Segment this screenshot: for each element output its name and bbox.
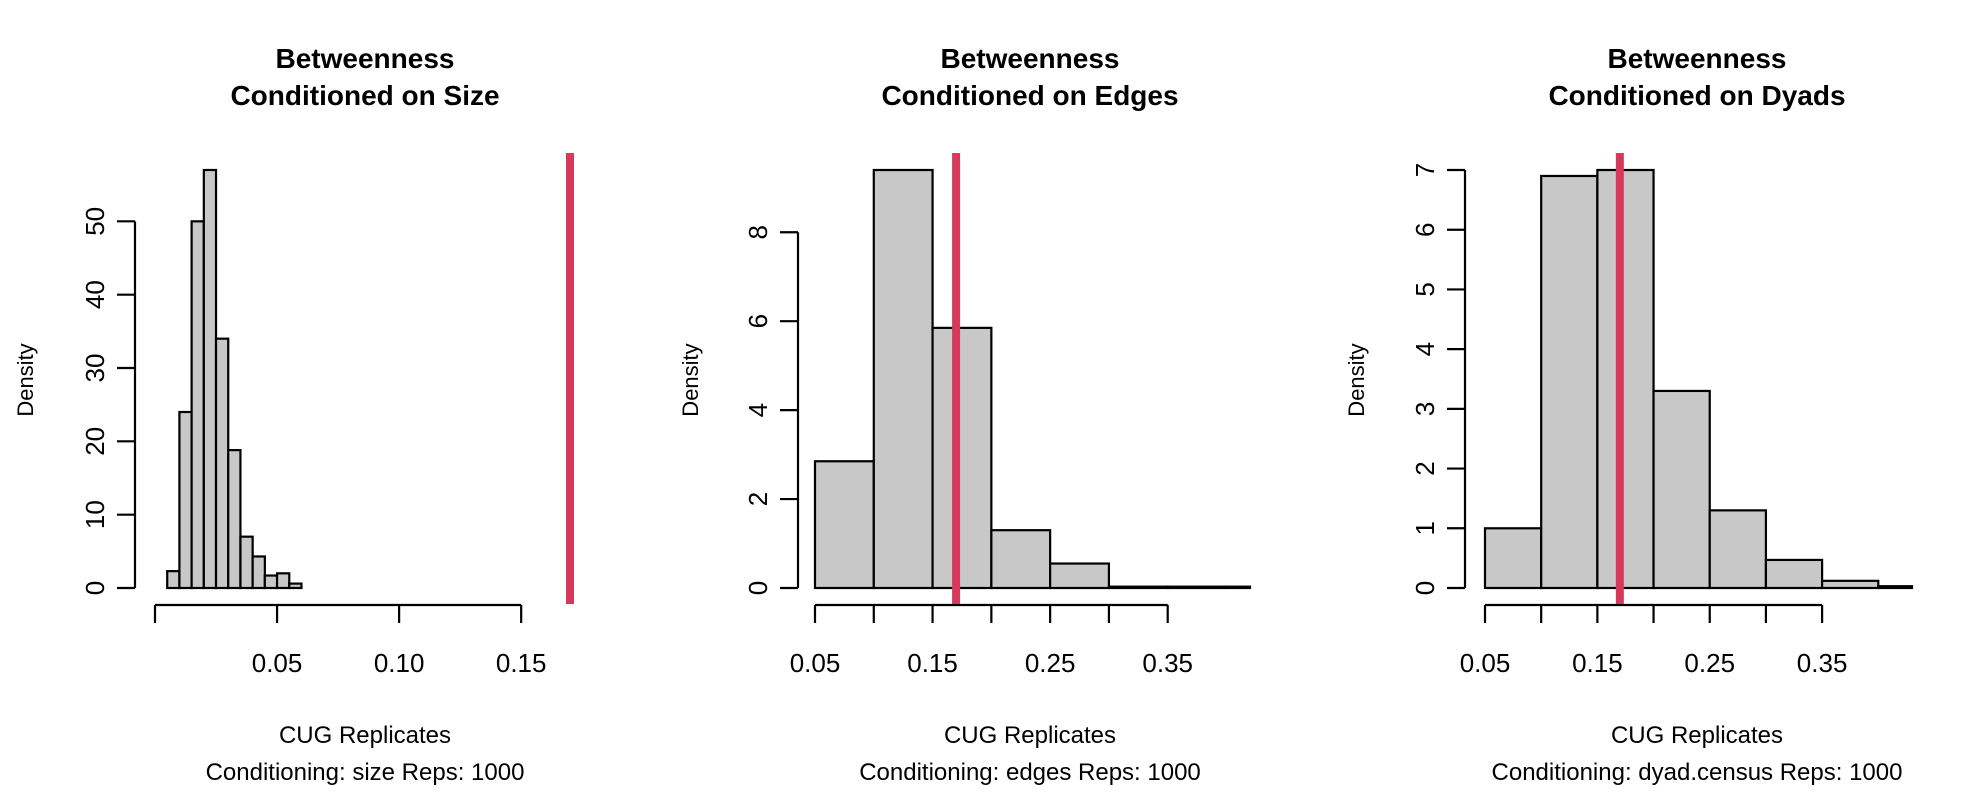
- y-tick-label: 20: [80, 427, 110, 456]
- histogram-bar: [275, 572, 291, 590]
- y-tick-label: 6: [1410, 222, 1440, 236]
- panel-dyads: Betweenness Conditioned on Dyads 0 1 2 3 4 5 6 7 0…: [1344, 43, 1914, 786]
- x-tick-label: 0.05: [790, 648, 841, 678]
- y-tick-label: 50: [80, 207, 110, 236]
- y-tick-label: 3: [1410, 402, 1440, 416]
- x-axis-label: CUG Replicates: [944, 722, 1116, 749]
- y-tick-label: 7: [1410, 163, 1440, 177]
- x-tick-label: 0.25: [1684, 648, 1735, 678]
- histogram-bar: [1540, 174, 1599, 590]
- histogram-bar: [872, 168, 934, 590]
- histogram-bar: [1821, 579, 1880, 590]
- histogram-bar: [1708, 509, 1768, 590]
- conditioning-label: Conditioning: dyad.census Reps: 1000: [1492, 759, 1903, 786]
- histogram-bar: [288, 582, 303, 590]
- x-tick-label: 0.35: [1142, 648, 1193, 678]
- histogram-bar: [813, 460, 875, 590]
- histogram-bar: [166, 570, 181, 590]
- x-tick-label: 0.15: [496, 648, 547, 678]
- histogram-bar: [202, 168, 218, 590]
- histogram-bar: [1107, 585, 1169, 590]
- conditioning-label: Conditioning: size Reps: 1000: [206, 759, 525, 786]
- chart-title-line: Betweenness: [941, 43, 1120, 74]
- x-tick-label: 0.25: [1025, 648, 1076, 678]
- histogram-bar: [227, 449, 242, 590]
- x-tick-label: 0.10: [374, 648, 425, 678]
- y-tick-label: 2: [743, 492, 773, 506]
- y-tick-label: 1: [1410, 521, 1440, 535]
- histogram-bar: [1483, 527, 1543, 590]
- histogram-bar: [1225, 585, 1252, 590]
- chart-title-line: Conditioned on Dyads: [1548, 80, 1845, 111]
- y-axis-label: Density: [13, 343, 38, 416]
- histogram-bar: [931, 326, 993, 590]
- y-axis-label: Density: [678, 343, 703, 416]
- y-tick-label: 0: [80, 581, 110, 595]
- histogram-bar: [239, 535, 254, 590]
- histogram-bar: [1596, 168, 1655, 590]
- y-tick-label: 4: [1410, 342, 1440, 356]
- histogram-bar: [1877, 585, 1914, 590]
- y-tick-label: 4: [743, 403, 773, 417]
- y-tick-label: 30: [80, 354, 110, 383]
- histogram-bar: [1049, 562, 1111, 590]
- histogram-bar: [263, 574, 279, 590]
- y-tick-label: 0: [743, 581, 773, 595]
- chart-title-line: Conditioned on Edges: [881, 80, 1178, 111]
- x-tick-label: 0.05: [1460, 648, 1511, 678]
- histogram-bar: [251, 555, 266, 590]
- y-tick-label: 6: [743, 314, 773, 328]
- panel-edges: Betweenness Conditioned on Edges 0 2 4 6 8 0.05…: [678, 43, 1252, 786]
- y-axis-label: Density: [1344, 343, 1369, 416]
- y-tick-label: 40: [80, 280, 110, 309]
- x-axis-label: CUG Replicates: [279, 722, 451, 749]
- x-tick-label: 0.15: [1572, 648, 1623, 678]
- chart-title-line: Conditioned on Size: [230, 80, 499, 111]
- histogram-bar: [1166, 585, 1228, 590]
- conditioning-label: Conditioning: edges Reps: 1000: [859, 759, 1201, 786]
- x-tick-label: 0.15: [907, 648, 958, 678]
- histogram-bar: [1652, 389, 1711, 590]
- histogram-bar: [1764, 558, 1824, 590]
- y-tick-label: 8: [743, 225, 773, 239]
- y-tick-label: 0: [1410, 581, 1440, 595]
- histogram-bar: [214, 337, 230, 590]
- histogram-bar: [990, 529, 1052, 590]
- histogram-bar: [178, 410, 193, 590]
- x-axis-label: CUG Replicates: [1611, 722, 1783, 749]
- panel-size: Betweenness Conditioned on Size 0 10 20 30 40 5…: [13, 43, 574, 786]
- y-tick-label: 10: [80, 500, 110, 529]
- x-tick-label: 0.05: [252, 648, 303, 678]
- x-tick-label: 0.35: [1797, 648, 1848, 678]
- chart-title-line: Betweenness: [276, 43, 455, 74]
- histogram-bar: [190, 220, 205, 590]
- y-tick-label: 5: [1410, 282, 1440, 296]
- y-tick-label: 2: [1410, 461, 1440, 475]
- chart-title-line: Betweenness: [1608, 43, 1787, 74]
